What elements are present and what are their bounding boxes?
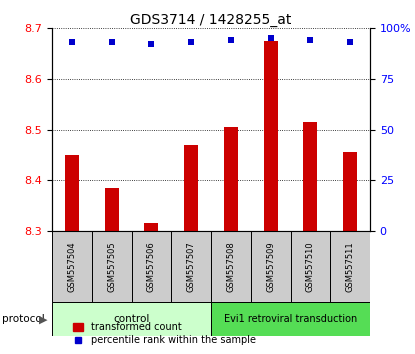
Point — [307, 38, 314, 43]
Text: GSM557504: GSM557504 — [67, 241, 76, 292]
Bar — [211, 231, 251, 302]
Text: GSM557510: GSM557510 — [306, 241, 315, 292]
Bar — [290, 231, 330, 302]
Bar — [144, 223, 159, 231]
Point — [347, 39, 354, 45]
Bar — [132, 231, 171, 302]
Bar — [171, 231, 211, 302]
Text: GSM557507: GSM557507 — [187, 241, 195, 292]
Text: Evi1 retroviral transduction: Evi1 retroviral transduction — [224, 314, 357, 324]
Bar — [330, 231, 370, 302]
Text: GSM557509: GSM557509 — [266, 241, 275, 292]
Bar — [251, 231, 290, 302]
Bar — [211, 302, 370, 336]
Bar — [264, 41, 278, 231]
Bar — [105, 188, 119, 231]
Text: ▶: ▶ — [39, 314, 48, 324]
Text: GSM557508: GSM557508 — [226, 241, 235, 292]
Point — [188, 39, 195, 45]
Text: control: control — [113, 314, 150, 324]
Bar — [303, 122, 317, 231]
Legend: transformed count, percentile rank within the sample: transformed count, percentile rank withi… — [69, 319, 260, 349]
Point — [148, 41, 155, 47]
Bar — [92, 231, 132, 302]
Title: GDS3714 / 1428255_at: GDS3714 / 1428255_at — [130, 13, 292, 27]
Point — [227, 38, 234, 43]
Bar — [52, 302, 211, 336]
Bar — [52, 231, 92, 302]
Text: GSM557511: GSM557511 — [346, 241, 355, 292]
Text: GSM557506: GSM557506 — [147, 241, 156, 292]
Point — [108, 39, 115, 45]
Bar — [184, 145, 198, 231]
Bar — [343, 152, 357, 231]
Text: protocol: protocol — [2, 314, 45, 324]
Point — [267, 35, 274, 41]
Bar — [224, 127, 238, 231]
Bar — [65, 155, 79, 231]
Point — [68, 39, 75, 45]
Text: GSM557505: GSM557505 — [107, 241, 116, 292]
